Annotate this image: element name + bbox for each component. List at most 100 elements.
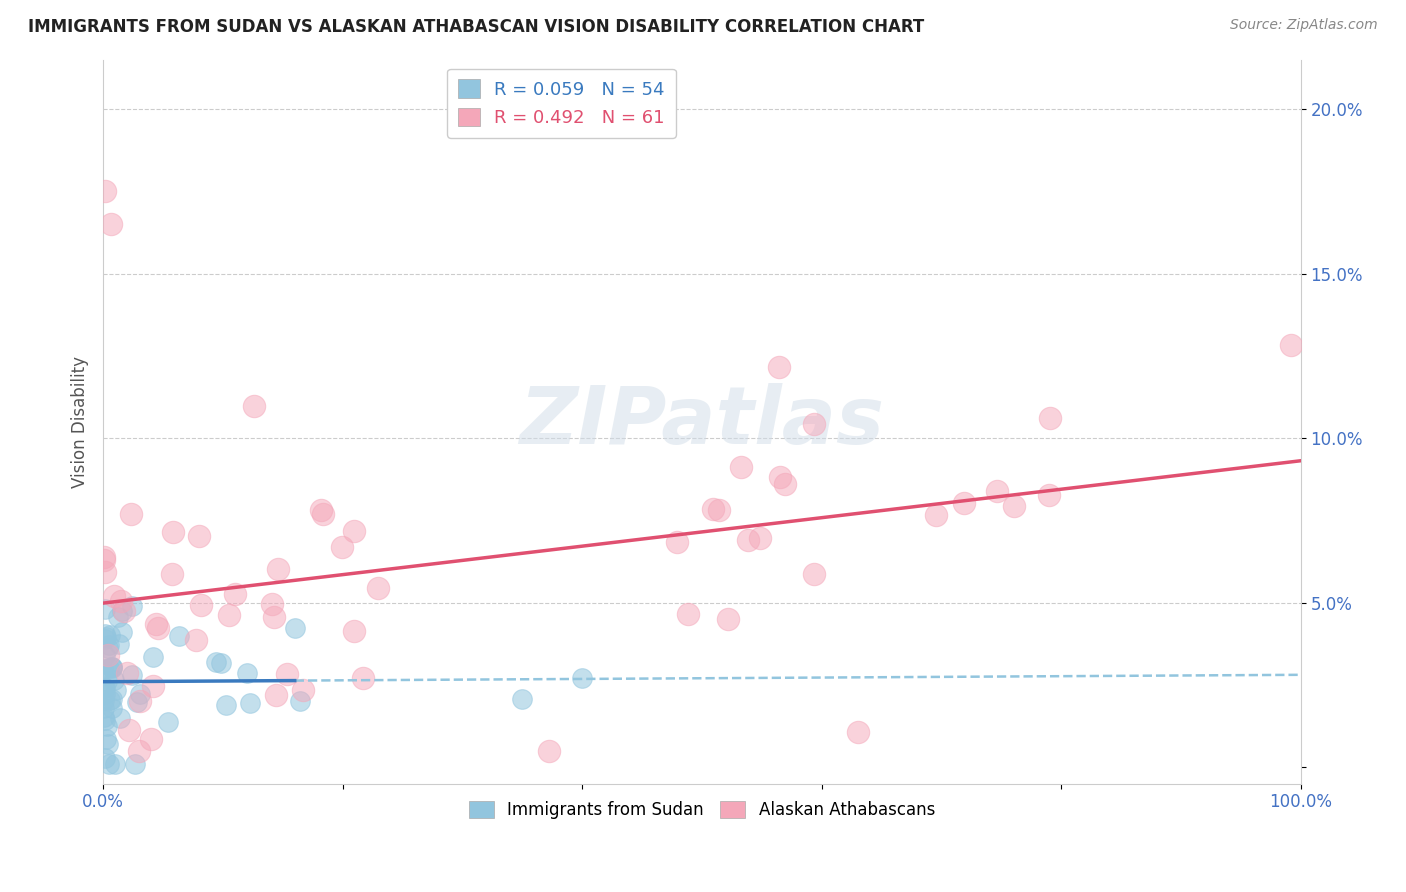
- Point: [98, 693, 121, 707]
- Point: [803, 417, 825, 432]
- Point: [94, 602, 117, 616]
- Point: [97, 638, 120, 652]
- Point: [312, 507, 335, 521]
- Point: [188, 529, 211, 543]
- Point: [93, 692, 115, 706]
- Point: [311, 503, 333, 517]
- Point: [120, 507, 142, 521]
- Point: [148, 621, 170, 635]
- Point: [117, 665, 139, 680]
- Point: [96, 732, 118, 747]
- Point: [702, 502, 724, 516]
- Point: [142, 679, 165, 693]
- Point: [94, 648, 117, 662]
- Point: [103, 589, 125, 603]
- Point: [101, 692, 124, 706]
- Point: [284, 621, 307, 635]
- Point: [125, 695, 148, 709]
- Point: [124, 756, 146, 771]
- Point: [267, 561, 290, 575]
- Point: [94, 714, 117, 728]
- Point: [205, 655, 228, 669]
- Point: [352, 671, 374, 685]
- Point: [846, 725, 869, 739]
- Point: [94, 184, 117, 198]
- Point: [93, 687, 115, 701]
- Point: [1279, 338, 1302, 352]
- Point: [96, 673, 118, 688]
- Point: [93, 549, 115, 564]
- Point: [111, 624, 134, 639]
- Point: [215, 698, 238, 712]
- Point: [93, 566, 115, 580]
- Point: [107, 610, 129, 624]
- Point: [290, 694, 312, 708]
- Point: [717, 612, 740, 626]
- Point: [93, 700, 115, 714]
- Point: [94, 751, 117, 765]
- Point: [94, 681, 117, 696]
- Point: [666, 534, 689, 549]
- Point: [156, 714, 179, 729]
- Point: [1002, 499, 1025, 513]
- Point: [330, 540, 353, 554]
- Point: [97, 648, 120, 663]
- Point: [263, 610, 285, 624]
- Point: [145, 617, 167, 632]
- Point: [952, 496, 974, 510]
- Point: [129, 687, 152, 701]
- Point: [343, 524, 366, 538]
- Point: [118, 723, 141, 738]
- Point: [749, 531, 772, 545]
- Point: [266, 688, 288, 702]
- Point: [769, 469, 792, 483]
- Text: ZIPatlas: ZIPatlas: [519, 383, 884, 460]
- Point: [343, 624, 366, 638]
- Point: [101, 659, 124, 673]
- Point: [291, 683, 314, 698]
- Point: [243, 400, 266, 414]
- Point: [96, 737, 118, 751]
- Y-axis label: Vision Disability: Vision Disability: [72, 356, 89, 488]
- Point: [803, 567, 825, 582]
- Point: [129, 694, 152, 708]
- Legend: Immigrants from Sudan, Alaskan Athabascans: Immigrants from Sudan, Alaskan Athabasca…: [463, 795, 942, 826]
- Point: [96, 630, 118, 644]
- Point: [108, 637, 131, 651]
- Point: [737, 533, 759, 547]
- Point: [142, 650, 165, 665]
- Point: [676, 607, 699, 621]
- Point: [538, 744, 561, 758]
- Point: [96, 719, 118, 733]
- Point: [236, 666, 259, 681]
- Point: [110, 710, 132, 724]
- Point: [112, 604, 135, 618]
- Point: [209, 656, 232, 670]
- Point: [167, 629, 190, 643]
- Point: [571, 671, 593, 685]
- Point: [239, 696, 262, 710]
- Point: [924, 508, 946, 522]
- Point: [100, 217, 122, 231]
- Point: [91, 662, 114, 676]
- Point: [110, 594, 132, 608]
- Point: [162, 524, 184, 539]
- Point: [103, 673, 125, 687]
- Text: IMMIGRANTS FROM SUDAN VS ALASKAN ATHABASCAN VISION DISABILITY CORRELATION CHART: IMMIGRANTS FROM SUDAN VS ALASKAN ATHABAS…: [28, 18, 924, 36]
- Point: [768, 360, 790, 375]
- Point: [93, 552, 115, 566]
- Point: [276, 667, 298, 681]
- Point: [121, 668, 143, 682]
- Point: [101, 660, 124, 674]
- Point: [104, 756, 127, 771]
- Point: [97, 641, 120, 656]
- Point: [94, 627, 117, 641]
- Point: [128, 744, 150, 758]
- Text: Source: ZipAtlas.com: Source: ZipAtlas.com: [1230, 18, 1378, 32]
- Point: [101, 701, 124, 715]
- Point: [1039, 411, 1062, 425]
- Point: [98, 628, 121, 642]
- Point: [730, 460, 752, 475]
- Point: [121, 599, 143, 614]
- Point: [94, 632, 117, 646]
